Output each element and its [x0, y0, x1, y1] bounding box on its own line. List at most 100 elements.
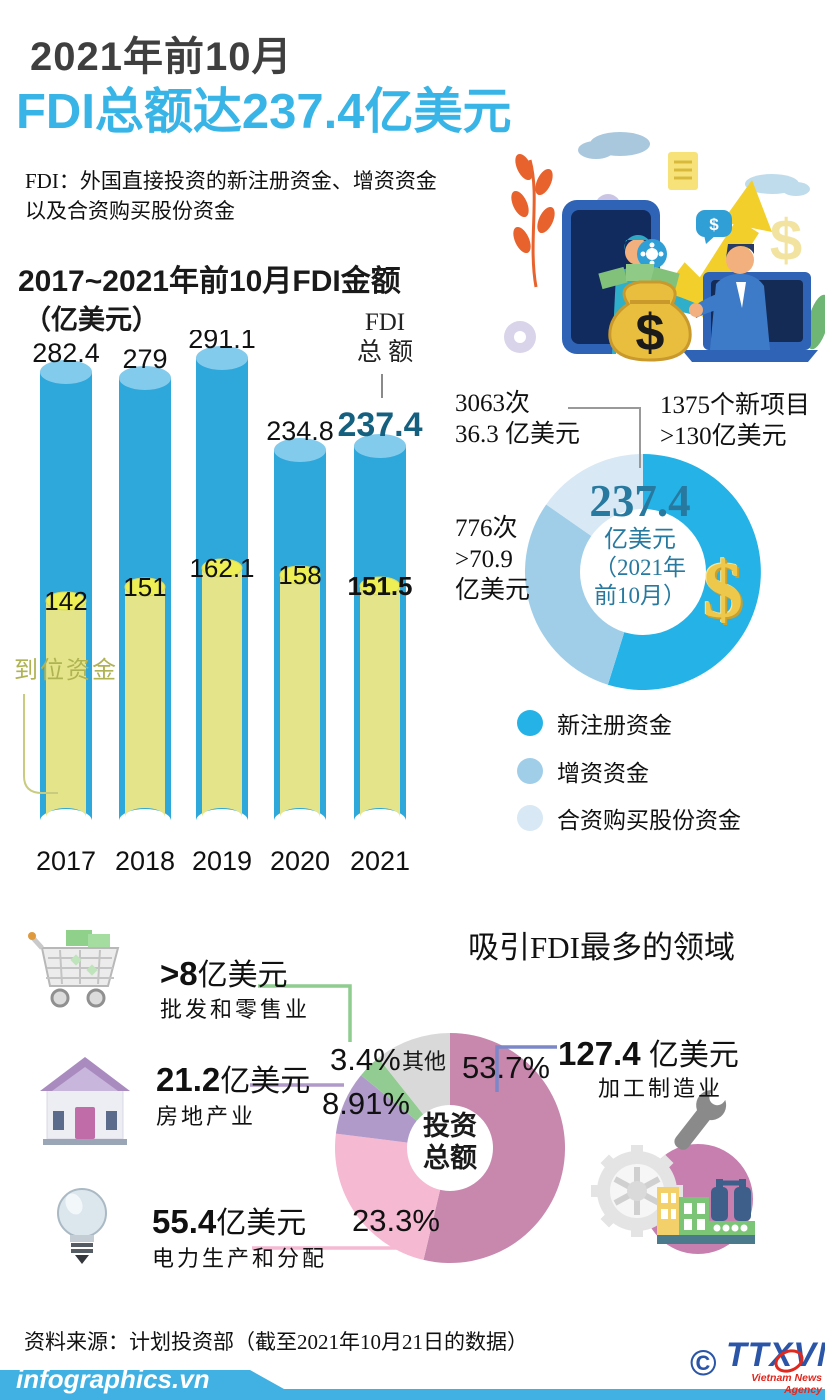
svg-text:291.1: 291.1	[188, 330, 256, 354]
gear-icon	[504, 321, 536, 353]
ttxvn-logo: TTXVN	[726, 1336, 825, 1374]
realestate-amount-suffix: 亿美元	[220, 1065, 311, 1098]
callout-new-line2: >130亿美元	[660, 423, 787, 450]
callout-share-line1: 3063次	[455, 390, 531, 417]
svg-text:282.4: 282.4	[32, 338, 100, 368]
manufacturing-sector-name: 加工制造业	[598, 1076, 724, 1101]
svg-text:$: $	[636, 304, 665, 362]
svg-text:162.1: 162.1	[189, 553, 254, 583]
callout-capital-increase: 776次 >70.9 亿美元	[455, 513, 530, 606]
legend-label: 合资购买股份资金	[557, 808, 741, 833]
factory-illustration	[591, 1081, 755, 1254]
ttxvn-subtitle: Vietnam News Agency	[751, 1372, 822, 1396]
callout-new-line1: 1375个新项目	[660, 392, 811, 419]
brand-infographics-vn: infographics.vn	[16, 1364, 210, 1394]
pct-power: 23.3%	[352, 1203, 440, 1238]
person-right	[689, 244, 770, 350]
manufacturing-amount-value: 127.4	[558, 1035, 641, 1072]
realestate-sector-name: 房地产业	[156, 1104, 257, 1129]
gold-dollar-icon: $	[703, 547, 743, 635]
manufacturing-amount: 127.4 亿美元	[558, 1030, 739, 1074]
callout-share-purchase: 3063次 36.3 亿美元	[455, 388, 580, 450]
pie-center-line1: 投资	[423, 1111, 477, 1141]
realestate-amount-value: 21.2	[156, 1061, 221, 1098]
label-other-slice: 其他	[402, 1049, 447, 1074]
retail-amount-value: >8	[160, 955, 198, 992]
page-title: FDI总额达237.4亿美元	[16, 85, 512, 139]
pct-retail: 3.4%	[330, 1042, 401, 1077]
svg-text:2018: 2018	[115, 846, 175, 876]
fdi-bar-chart: 282.4 142 2017 279 151 2018 291.1 162.1 2019 234.…	[32, 330, 422, 876]
power-sector-name: 电力生产和分配	[152, 1246, 328, 1271]
money-bag-icon: $	[598, 264, 692, 362]
legend-item-share-purchase: 合资购买股份资金	[517, 801, 741, 835]
gear-bubble-icon	[637, 239, 667, 269]
svg-text:237.4: 237.4	[337, 406, 422, 444]
fdi-total-label: FDI 总 额	[338, 308, 432, 368]
shopping-cart-icon	[28, 930, 120, 1008]
pct-manufacturing: 53.7%	[462, 1050, 550, 1085]
svg-text:234.8: 234.8	[266, 416, 334, 446]
fdi-description-line1: FDI：外国直接投资的新注册资金、增资资金	[25, 169, 437, 193]
kicker-title: 2021年前10月	[30, 35, 293, 79]
donut-center-period2: 前10月）	[594, 583, 686, 608]
donut-center-label: 237.4 亿美元 （2021年 前10月）	[556, 476, 724, 610]
orange-plant-icon	[511, 153, 555, 288]
copyright-symbol: ©	[690, 1342, 717, 1383]
power-amount-value: 55.4	[152, 1203, 217, 1240]
bar-chart-title: 2017~2021年前10月FDI金额	[18, 265, 401, 298]
dollar-bubble-icon: $	[696, 210, 732, 244]
bar-chart-unit: （亿美元）	[24, 305, 159, 335]
power-amount: 55.4亿美元	[152, 1198, 306, 1242]
retail-amount-suffix: 亿美元	[197, 959, 288, 992]
legend-item-new-capital: 新注册资金	[517, 706, 672, 740]
retail-sector-name: 批发和零售业	[160, 997, 311, 1022]
sector-section-title: 吸引FDI最多的领域	[468, 930, 735, 965]
donut-center-unit: 亿美元	[604, 527, 676, 553]
disbursed-capital-label: 到位资金	[14, 658, 118, 684]
svg-text:151.5: 151.5	[347, 571, 412, 601]
callout-add-line3: 亿美元	[455, 577, 531, 604]
legend-dot-capital-increase	[517, 758, 543, 784]
fdi-description: FDI：外国直接投资的新注册资金、增资资金 以及合资购买股份资金	[25, 166, 495, 226]
power-amount-suffix: 亿美元	[216, 1207, 307, 1240]
wrench-icon	[674, 1081, 733, 1150]
svg-text:151: 151	[123, 572, 166, 602]
svg-text:279: 279	[122, 344, 167, 374]
callout-new-projects: 1375个新项目 >130亿美元	[660, 390, 810, 452]
callout-add-line1: 776次	[455, 515, 518, 542]
legend-dot-new-capital	[517, 710, 543, 736]
retail-amount: >8亿美元	[160, 950, 288, 994]
factory-building-icon	[657, 1179, 755, 1244]
callout-add-line2: >70.9	[455, 546, 513, 573]
donut-center-period1: （2021年	[594, 555, 686, 580]
svg-text:158: 158	[278, 560, 321, 590]
footer-banner	[0, 1370, 825, 1400]
legend-item-capital-increase: 增资资金	[517, 754, 649, 788]
legend-label: 新注册资金	[557, 713, 672, 738]
house-icon	[40, 1057, 130, 1145]
laptop-base-icon	[682, 350, 818, 362]
legend-label: 增资资金	[557, 761, 649, 786]
fdi-description-line2: 以及合资购买股份资金	[25, 199, 235, 223]
pct-realestate: 8.91%	[322, 1086, 410, 1121]
pie-center-label: 投资 总额	[388, 1110, 512, 1174]
light-bulb-icon	[57, 1188, 107, 1264]
svg-text:2021: 2021	[350, 846, 410, 876]
realestate-amount: 21.2亿美元	[156, 1056, 310, 1100]
fdi-composition-donut-chart	[524, 454, 761, 690]
svg-text:2019: 2019	[192, 846, 252, 876]
pale-dollar-icon: $	[770, 208, 802, 273]
callout-share-line2: 36.3 亿美元	[455, 421, 581, 448]
document-icon	[668, 152, 698, 190]
legend-dot-share-purchase	[517, 805, 543, 831]
manufacturing-amount-suffix: 亿美元	[640, 1039, 739, 1072]
svg-text:$: $	[709, 215, 719, 234]
donut-center-value: 237.4	[589, 476, 691, 526]
data-source: 资料来源：计划投资部（截至2021年10月21日的数据）	[24, 1330, 528, 1354]
handshake-investment-illustration: $	[504, 132, 825, 362]
svg-text:2020: 2020	[270, 846, 330, 876]
fdi-total-label-line2: 总 额	[356, 339, 414, 366]
svg-text:142: 142	[44, 586, 87, 616]
